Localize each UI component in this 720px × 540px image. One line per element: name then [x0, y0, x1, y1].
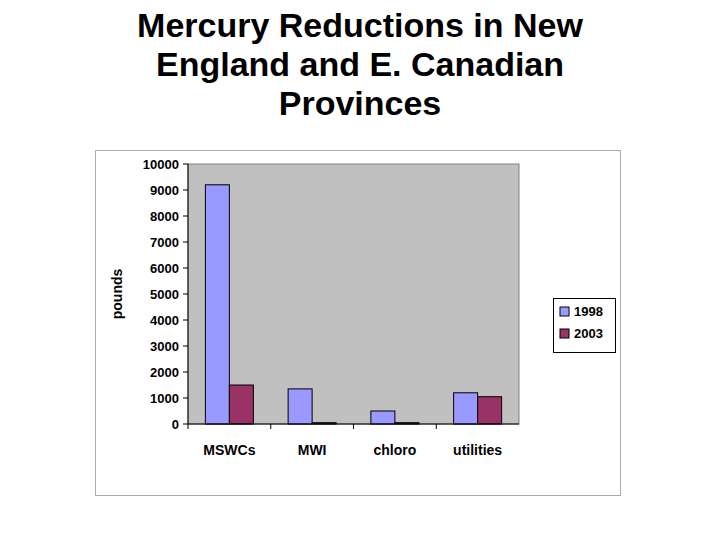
y-tick-label: 2000	[150, 365, 179, 380]
y-tick-label: 8000	[150, 209, 179, 224]
y-tick	[183, 190, 188, 191]
y-tick	[183, 346, 188, 347]
legend-swatch	[560, 307, 569, 316]
x-tick-label: utilities	[453, 442, 502, 458]
y-tick-label: 3000	[150, 339, 179, 354]
chart-frame	[96, 151, 621, 496]
y-tick	[183, 424, 188, 425]
y-tick	[183, 216, 188, 217]
x-tick	[436, 424, 437, 429]
x-tick-label: MWI	[298, 442, 327, 458]
y-tick-label: 9000	[150, 183, 179, 198]
legend-swatch	[560, 329, 569, 338]
x-tick-label: chloro	[373, 442, 416, 458]
y-tick-label: 0	[172, 417, 179, 432]
bar	[229, 385, 253, 424]
y-tick-label: 5000	[150, 287, 179, 302]
y-axis-label: pounds	[109, 269, 125, 320]
bar	[454, 393, 478, 424]
y-tick	[183, 242, 188, 243]
y-tick	[183, 294, 188, 295]
x-tick	[353, 424, 354, 429]
y-tick-label: 10000	[143, 157, 179, 172]
legend-label: 2003	[574, 326, 603, 341]
y-tick	[183, 268, 188, 269]
plot-area	[188, 164, 519, 424]
y-tick	[183, 320, 188, 321]
chart-svg: 0 1000 2000 3000 4000 5000 6000 7000 8000 9000 100…	[0, 0, 720, 540]
bar	[478, 397, 502, 424]
chart-title: Mercury Reductions in New England and E.…	[80, 6, 640, 123]
y-tick	[183, 372, 188, 373]
bar	[371, 411, 395, 424]
y-axis	[188, 164, 189, 424]
y-tick	[183, 164, 188, 165]
y-tick-label: 1000	[150, 391, 179, 406]
y-tick-label: 4000	[150, 313, 179, 328]
legend-label: 1998	[574, 304, 603, 319]
legend-box	[554, 299, 616, 353]
y-tick	[183, 398, 188, 399]
x-tick-label: MSWCs	[203, 442, 255, 458]
y-tick-label: 7000	[150, 235, 179, 250]
x-tick	[188, 424, 189, 429]
bar	[288, 389, 312, 424]
x-tick	[270, 424, 271, 429]
bar	[205, 185, 229, 424]
y-tick-label: 6000	[150, 261, 179, 276]
